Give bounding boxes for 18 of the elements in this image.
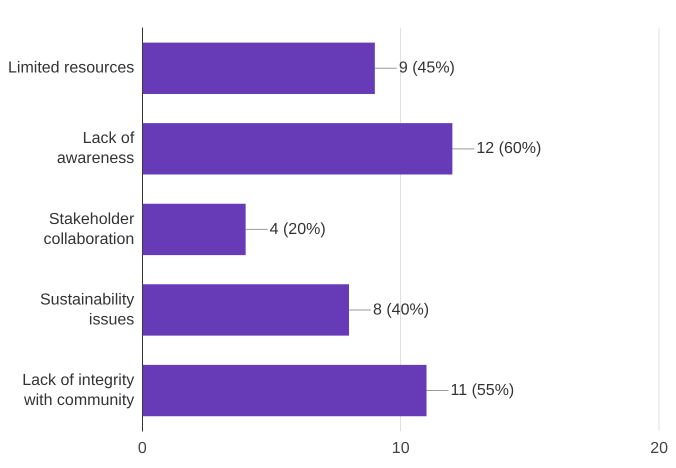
data-label: 4 (20%) — [270, 220, 326, 238]
y-tick-label: Stakeholder collaboration — [44, 210, 135, 248]
bar — [142, 123, 452, 175]
x-tick-label: 0 — [138, 440, 147, 457]
data-label: 8 (40%) — [373, 301, 430, 318]
bar — [142, 42, 375, 94]
bar — [142, 284, 350, 336]
y-tick-label: Lack of awareness — [56, 130, 135, 168]
data-label: 9 (45%) — [398, 60, 455, 77]
bar — [142, 364, 427, 416]
x-tick-label: 10 — [392, 440, 410, 457]
y-tick-label: Limited resources — [8, 60, 134, 77]
y-tick-label: Sustainability issues — [40, 291, 134, 328]
data-label: 12 (60%) — [476, 140, 542, 158]
data-label: 11 (55%) — [450, 382, 514, 399]
bar — [142, 204, 246, 256]
y-tick-label: Lack of integrity with community — [22, 372, 134, 409]
x-tick-label: 20 — [650, 440, 668, 457]
